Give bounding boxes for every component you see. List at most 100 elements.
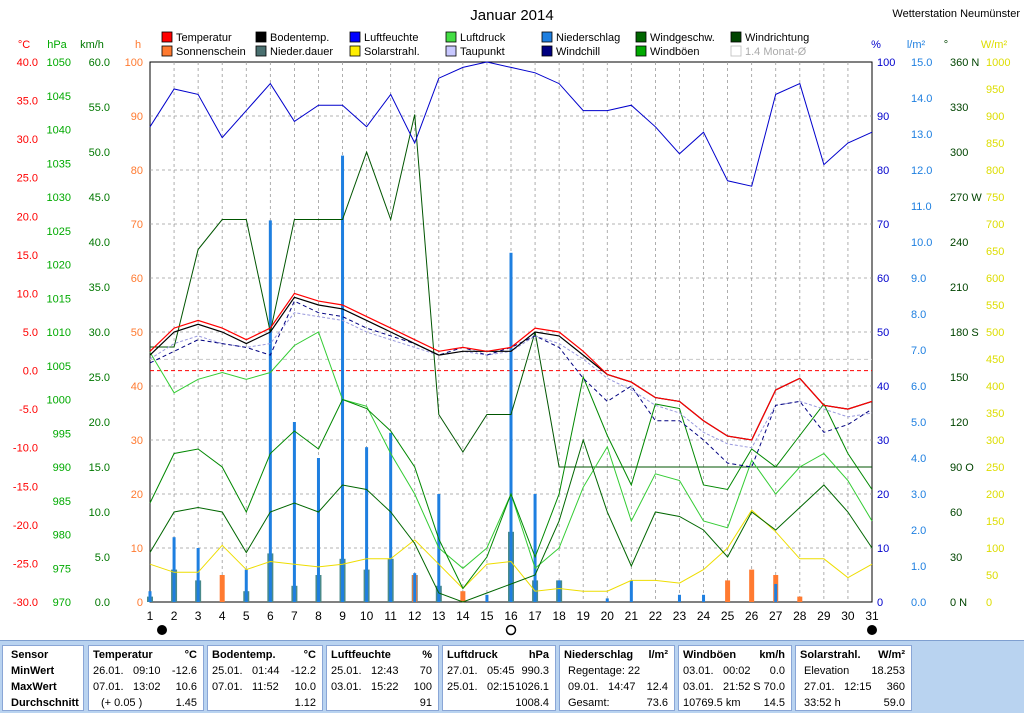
day-label: 23	[673, 609, 687, 623]
day-label: 25	[721, 609, 735, 623]
hum-avg-value: 91	[419, 697, 432, 709]
hum-max-date: 03.01.	[331, 681, 362, 693]
tick-label-direction: 120	[950, 417, 968, 429]
tick-label-humidity: 30	[877, 435, 889, 447]
tick-label-rain: 11.0	[911, 201, 932, 213]
legend-label: Niederschlag	[556, 32, 620, 44]
legend-label: Luftfeuchte	[364, 32, 418, 44]
axis-unit-direction: °	[944, 39, 948, 51]
tick-label-direction: 180 S	[950, 327, 979, 339]
legend-label: Luftdruck	[460, 32, 506, 44]
day-label: 6	[267, 609, 274, 623]
bar-niederschlag	[292, 422, 296, 602]
bar-niederschlag	[341, 155, 345, 602]
tick-label-solar: 0	[986, 597, 992, 609]
moon-new-icon	[157, 625, 167, 635]
legend-swatch	[541, 31, 553, 43]
hum-min-date: 25.01.	[331, 665, 362, 677]
bar-niederschlag	[365, 447, 369, 602]
rain-max-time: 14:47	[608, 681, 636, 693]
ground-min-time: 01:44	[252, 665, 280, 677]
tick-label-humidity: 40	[877, 381, 889, 393]
series-solarstrahl	[149, 509, 873, 592]
stats-humidity: Luftfeuchte % 25.01. 12:43 70 03.01. 15:22 1…	[326, 645, 439, 711]
day-label: 30	[841, 609, 855, 623]
moon-full-icon	[505, 624, 517, 636]
tick-label-hours: 100	[125, 57, 143, 69]
tick-label-wind: 10.0	[89, 507, 110, 519]
tick-label-temp: -15.0	[13, 481, 38, 493]
tick-label-humidity: 90	[877, 111, 889, 123]
temperature-unit: °C	[184, 649, 197, 661]
tick-label-direction: 360 N	[950, 57, 979, 69]
tick-label-rain: 4.0	[911, 453, 926, 465]
axes-layer: 40.035.030.025.020.015.010.05.00.0-5.0-1…	[13, 39, 1010, 636]
tick-label-pressure: 990	[53, 462, 71, 474]
legend-swatch	[445, 45, 457, 57]
tick-label-temp: 5.0	[23, 327, 38, 339]
legend-label: Bodentemp.	[270, 32, 329, 44]
tick-label-pressure: 1005	[47, 361, 71, 373]
tick-label-rain: 10.0	[911, 237, 932, 249]
day-label: 18	[552, 609, 566, 623]
legend-swatch	[635, 45, 647, 57]
ground-max-date: 07.01.	[212, 681, 243, 693]
stats-panel: Sensor MinWert MaxWert Durchschnitt Temp…	[0, 640, 1024, 713]
tick-label-rain: 14.0	[911, 93, 932, 105]
tick-label-hours: 30	[131, 435, 143, 447]
series-luftfeuchte	[149, 61, 873, 187]
gust-unit: km/h	[759, 649, 785, 661]
axis-unit-hours: h	[135, 39, 141, 51]
tick-label-humidity: 20	[877, 489, 889, 501]
weather-chart: 40.035.030.025.020.015.010.05.00.0-5.0-1…	[13, 7, 1020, 636]
tick-label-pressure: 1045	[47, 91, 71, 103]
tick-label-temp: -10.0	[13, 443, 38, 455]
moon-new-icon	[867, 625, 877, 635]
tick-label-wind: 5.0	[95, 552, 110, 564]
tick-label-rain: 15.0	[911, 57, 932, 69]
tick-label-wind: 50.0	[89, 147, 110, 159]
tick-label-hours: 70	[131, 219, 143, 231]
tick-label-direction: 210	[950, 282, 968, 294]
day-label: 13	[432, 609, 446, 623]
tick-label-pressure: 995	[53, 428, 71, 440]
temp-min-value: -12.6	[171, 665, 197, 677]
tick-label-solar: 400	[986, 381, 1004, 393]
bar-niederschlag	[774, 584, 778, 602]
tick-label-temp: 10.0	[17, 288, 38, 300]
tick-label-wind: 60.0	[89, 57, 110, 69]
solar-header: Solarstrahl.	[800, 649, 861, 661]
tick-label-solar: 600	[986, 273, 1004, 285]
day-label: 24	[697, 609, 711, 623]
rain-unit: l/m²	[648, 649, 668, 661]
stats-pressure: Luftdruck hPa 27.01. 05:45 990.3 25.01. 02:…	[442, 645, 556, 711]
press-max-value: 1026.1	[515, 681, 549, 693]
axis-unit-humidity: %	[871, 39, 881, 51]
tick-label-direction: 240	[950, 237, 968, 249]
stats-ground-temp: Bodentemp. °C 25.01. 01:44 -12.2 07.01. 11:…	[207, 645, 323, 711]
tick-label-pressure: 1020	[47, 260, 71, 272]
bar-niederschlag	[629, 580, 633, 602]
stats-rain: Niederschlag l/m² Regentage: 22 09.01. 14…	[559, 645, 675, 711]
tick-label-solar: 950	[986, 84, 1004, 96]
rain-total-label: Gesamt:	[568, 697, 610, 709]
ground-max-value: 10.0	[294, 681, 316, 693]
day-label: 14	[456, 609, 470, 623]
bar-niederschlag	[244, 569, 248, 602]
temp-max-value: 10.6	[175, 681, 197, 693]
bar-niederschlag	[389, 432, 393, 602]
tick-label-temp: -20.0	[13, 520, 38, 532]
tick-label-temp: -30.0	[13, 597, 38, 609]
tick-label-temp: 0.0	[23, 366, 38, 378]
solar-unit: W/m²	[878, 649, 905, 661]
stats-labels: Sensor MinWert MaxWert Durchschnitt	[2, 645, 84, 711]
tick-label-pressure: 1040	[47, 125, 71, 137]
tick-label-rain: 0.0	[911, 597, 926, 609]
tick-label-wind: 35.0	[89, 282, 110, 294]
tick-label-hours: 40	[131, 381, 143, 393]
tick-label-temp: 20.0	[17, 211, 38, 223]
press-max-date: 25.01.	[447, 681, 478, 693]
tick-label-pressure: 985	[53, 496, 71, 508]
day-label: 22	[649, 609, 663, 623]
tick-label-pressure: 970	[53, 597, 71, 609]
